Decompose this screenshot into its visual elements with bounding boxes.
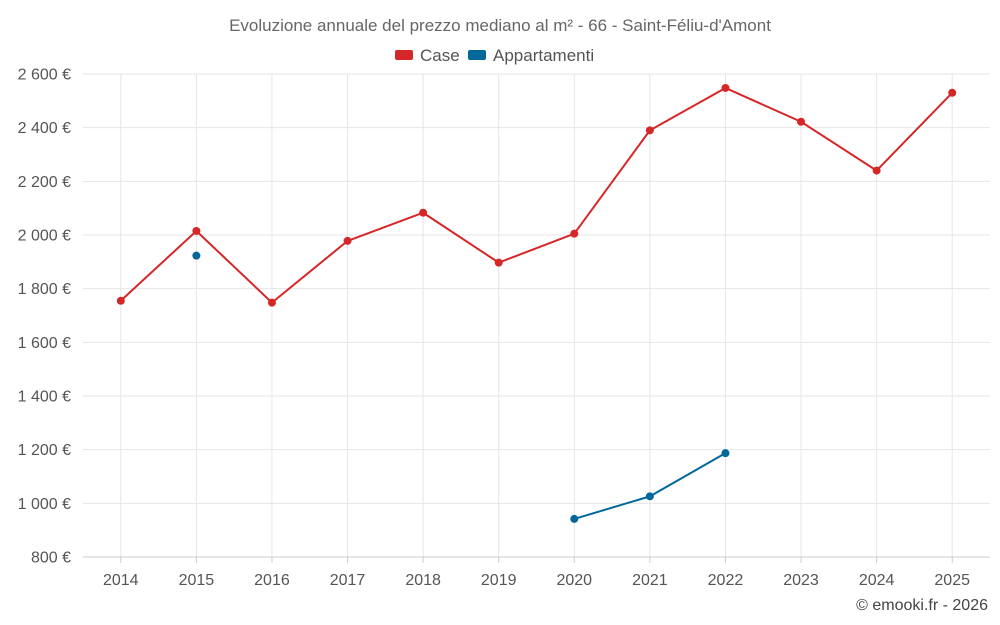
- x-tick-label: 2020: [556, 572, 592, 589]
- credit: © emooki.fr - 2026: [856, 597, 988, 614]
- x-tick-label: 2021: [632, 572, 668, 589]
- x-tick-label: 2024: [859, 572, 895, 589]
- data-point-case[interactable]: [645, 126, 654, 135]
- data-point-case[interactable]: [192, 226, 201, 235]
- data-point-case[interactable]: [570, 229, 579, 238]
- y-tick-label: 2 600 €: [18, 67, 71, 84]
- legend-label-case: Case: [420, 46, 460, 65]
- axes: 800 € 1 000 € 1 200 € 1 400 € 1 600 € 1 800 €…: [18, 67, 990, 589]
- data-point-case[interactable]: [721, 83, 730, 92]
- legend-item-case[interactable]: Case: [395, 46, 460, 65]
- data-point-case[interactable]: [419, 208, 428, 217]
- series-case: [116, 83, 957, 307]
- data-point-appartamenti[interactable]: [570, 514, 579, 523]
- y-tick-label: 1 000 €: [18, 496, 71, 513]
- data-point-case[interactable]: [267, 298, 276, 307]
- data-point-case[interactable]: [116, 296, 125, 305]
- legend-swatch-case: [395, 50, 413, 60]
- y-tick-label: 1 400 €: [18, 389, 71, 406]
- legend-item-appartamenti[interactable]: Appartamenti: [468, 46, 594, 65]
- y-tick-label: 800 €: [31, 550, 71, 567]
- x-tick-label: 2016: [254, 572, 290, 589]
- legend-label-appartamenti: Appartamenti: [493, 46, 594, 65]
- y-tick-label: 1 800 €: [18, 281, 71, 298]
- x-tick-label: 2023: [783, 572, 819, 589]
- data-point-case[interactable]: [797, 117, 806, 126]
- x-tick-label: 2019: [481, 572, 517, 589]
- legend-swatch-appartamenti: [468, 50, 486, 60]
- x-tick-label: 2018: [405, 572, 441, 589]
- x-tick-label: 2015: [179, 572, 215, 589]
- data-point-case[interactable]: [948, 88, 957, 97]
- legend: Case Appartamenti: [395, 46, 594, 65]
- y-tick-label: 2 200 €: [18, 174, 71, 191]
- y-tick-label: 2 400 €: [18, 120, 71, 137]
- series: [116, 83, 957, 523]
- x-tick-label: 2025: [934, 572, 970, 589]
- x-tick-label: 2022: [708, 572, 744, 589]
- data-point-appartamenti[interactable]: [721, 449, 730, 458]
- data-point-case[interactable]: [872, 166, 881, 175]
- y-tick-label: 2 000 €: [18, 228, 71, 245]
- y-tick-label: 1 200 €: [18, 442, 71, 459]
- data-point-appartamenti[interactable]: [192, 251, 201, 260]
- data-point-case[interactable]: [343, 236, 352, 245]
- x-tick-label: 2014: [103, 572, 139, 589]
- series-appartamenti: [192, 251, 730, 523]
- chart-title: Evoluzione annuale del prezzo mediano al…: [229, 16, 771, 35]
- data-point-case[interactable]: [494, 258, 503, 267]
- series-line-case: [119, 86, 954, 304]
- data-point-appartamenti[interactable]: [645, 492, 654, 501]
- y-tick-label: 1 600 €: [18, 335, 71, 352]
- x-tick-label: 2017: [330, 572, 366, 589]
- grid: [83, 73, 990, 557]
